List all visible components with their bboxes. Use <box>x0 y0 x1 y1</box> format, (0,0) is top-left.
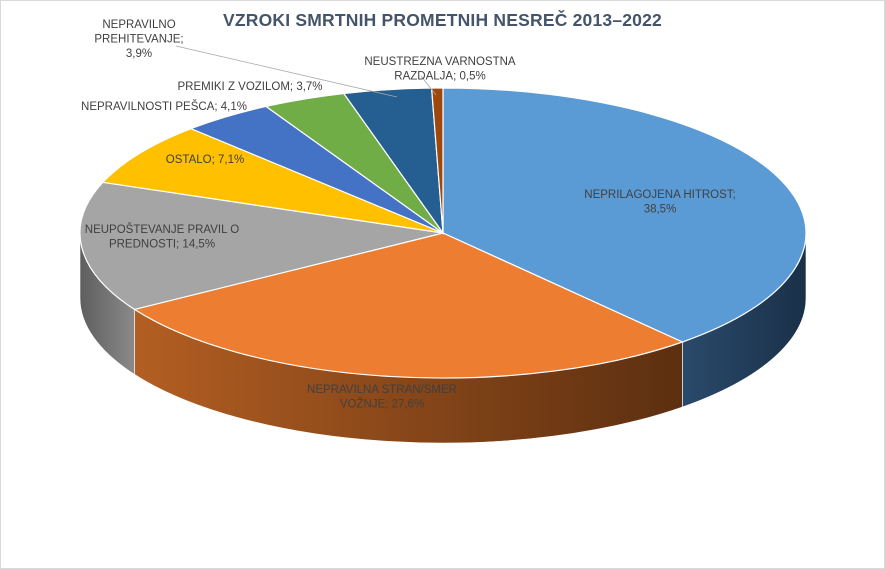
pie-slice-neupostevanje-pravil <box>79 181 444 311</box>
data-label-nepravilno-prehitevanje: NEPRAVILNO PREHITEVANJE; 3,9% <box>94 19 183 60</box>
data-label-neustrezna-varnostna-razdalja: NEUSTREZNA VARNOSTNA RAZDALJA; 0,5% <box>364 56 516 83</box>
leader-line-nepravilno-prehitevanje <box>175 45 398 98</box>
pie-slice-nepravilna-stran <box>133 232 685 379</box>
pie-slice-ostalo <box>101 127 444 234</box>
data-label-nepravilnosti-pesca: NEPRAVILNOSTI PEŠCA; 4,1% <box>81 100 247 113</box>
data-label-neprilagojena-hitrost: NEPRILAGOJENA HITROST; 38,5% <box>584 189 735 216</box>
leader-line-neustrezna-varnostna-razdalja <box>420 75 437 96</box>
chart-title: VZROKI SMRTNIH PROMETNIH NESREČ 2013–202… <box>222 10 662 30</box>
pie-slice-neprilagojena-hitrost <box>442 87 807 343</box>
data-label-premiki-z-vozilom: PREMIKI Z VOZILOM; 3,7% <box>177 81 322 93</box>
pie-slice-neustrezna-varnostna-razdalja <box>430 87 444 234</box>
data-label-nepravilna-stran: NEPRAVILNA STRAN/SMER VOŽNJE; 27,6% <box>307 384 457 411</box>
data-label-neupostevanje-pravil: NEUPOŠTEVANJE PRAVIL O PREDNOSTI; 14,5% <box>85 223 239 251</box>
data-label-ostalo: OSTALO; 7,1% <box>166 154 244 166</box>
